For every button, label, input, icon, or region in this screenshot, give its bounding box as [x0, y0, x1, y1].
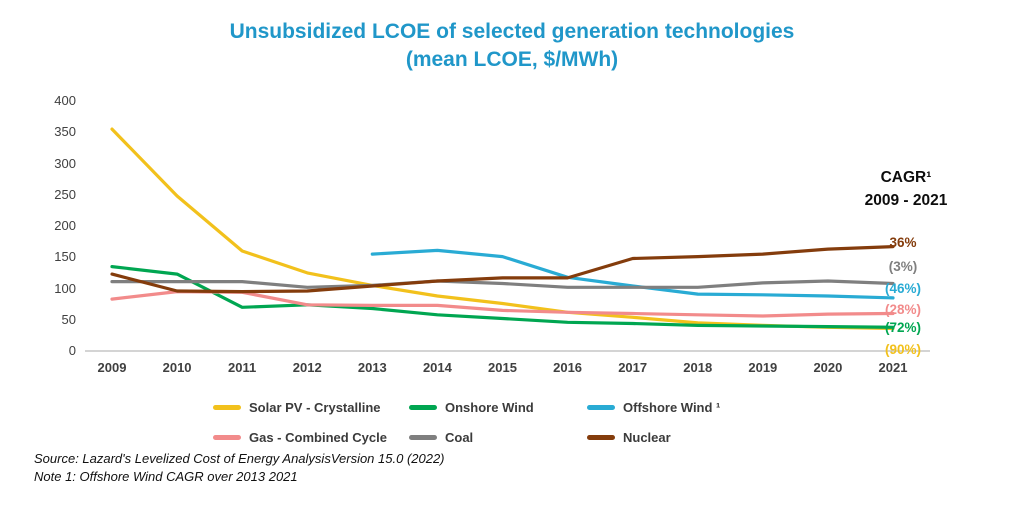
- legend-label-solar-pv-crystalline: Solar PV - Crystalline: [249, 399, 381, 415]
- legend-item-solar-pv-crystalline: Solar PV - Crystalline: [213, 399, 409, 415]
- legend-item-offshore-wind: Offshore Wind ¹: [587, 399, 807, 415]
- legend-label-gas-combined-cycle: Gas - Combined Cycle: [249, 429, 387, 445]
- cagr-label-coal: (3%): [888, 259, 918, 274]
- y-tick-label-100: 100: [54, 280, 76, 296]
- legend-item-nuclear: Nuclear: [587, 429, 807, 445]
- legend-swatch-nuclear: [587, 434, 615, 440]
- x-tick-label-2010: 2010: [162, 360, 192, 375]
- x-tick-label-2009: 2009: [97, 360, 127, 375]
- y-tick-label-400: 400: [54, 93, 76, 108]
- legend-swatch-gas-combined-cycle: [213, 434, 241, 440]
- legend-label-offshore-wind: Offshore Wind ¹: [623, 399, 721, 415]
- cagr-label-offshore-wind: (46%): [884, 281, 921, 296]
- cagr-label-onshore-wind: (72%): [884, 320, 921, 335]
- legend-swatch-coal: [409, 434, 437, 440]
- x-tick-label-2014: 2014: [422, 360, 452, 375]
- chart-title: Unsubsidized LCOE of selected generation…: [0, 18, 1024, 74]
- series-line-solar-pv-crystalline: [110, 127, 895, 331]
- x-tick-label-2015: 2015: [488, 360, 517, 375]
- series-line-onshore-wind: [110, 265, 895, 329]
- x-tick-label-2020: 2020: [813, 360, 843, 375]
- x-tick-label-2013: 2013: [357, 360, 387, 375]
- cagr-label-solar-pv-crystalline: (90%): [884, 342, 921, 357]
- legend: Solar PV - Crystalline Onshore Wind Offsho…: [213, 399, 807, 445]
- x-tick-label-2018: 2018: [683, 360, 713, 375]
- legend-label-coal: Coal: [445, 429, 474, 445]
- legend-label-nuclear: Nuclear: [623, 429, 671, 445]
- series-line-offshore-wind: [370, 248, 895, 300]
- y-tick-label-200: 200: [54, 218, 76, 233]
- footnote: Note 1: Offshore Wind CAGR over 2013 202…: [34, 469, 298, 484]
- series-line-nuclear: [110, 245, 895, 294]
- source-note: Source: Lazard's Levelized Cost of Energ…: [34, 451, 445, 466]
- legend-swatch-offshore-wind: [587, 404, 615, 410]
- chart-title-line1: Unsubsidized LCOE of selected generation…: [229, 20, 795, 43]
- x-tick-label-2016: 2016: [553, 360, 583, 375]
- chart-title-line2: (mean LCOE, $/MWh): [405, 48, 619, 71]
- y-tick-label-0: 0: [68, 343, 76, 358]
- cagr-header: CAGR¹ 2009 - 2021: [845, 166, 967, 212]
- x-tick-label-2021: 2021: [878, 360, 908, 375]
- cagr-header-title: CAGR¹: [880, 169, 932, 186]
- x-tick-label-2012: 2012: [292, 360, 322, 375]
- legend-swatch-solar-pv-crystalline: [213, 404, 241, 410]
- y-tick-label-350: 350: [54, 124, 76, 140]
- y-tick-label-250: 250: [54, 186, 76, 202]
- legend-item-onshore-wind: Onshore Wind: [409, 399, 587, 415]
- series-line-coal: [110, 279, 895, 289]
- legend-item-coal: Coal: [409, 429, 587, 445]
- legend-item-gas-combined-cycle: Gas - Combined Cycle: [213, 429, 409, 445]
- cagr-label-gas-combined-cycle: (28%): [884, 302, 921, 317]
- y-tick-label-150: 150: [54, 249, 76, 265]
- y-tick-label-300: 300: [54, 155, 76, 171]
- x-tick-label-2011: 2011: [228, 360, 257, 375]
- cagr-label-nuclear: 36%: [889, 235, 917, 250]
- cagr-header-range: 2009 - 2021: [864, 192, 948, 209]
- x-tick-label-2017: 2017: [618, 360, 648, 375]
- x-tick-label-2019: 2019: [748, 360, 778, 375]
- series-line-gas-combined-cycle: [110, 290, 895, 318]
- legend-label-onshore-wind: Onshore Wind: [445, 399, 534, 415]
- y-tick-label-50: 50: [61, 311, 76, 327]
- legend-swatch-onshore-wind: [409, 404, 437, 410]
